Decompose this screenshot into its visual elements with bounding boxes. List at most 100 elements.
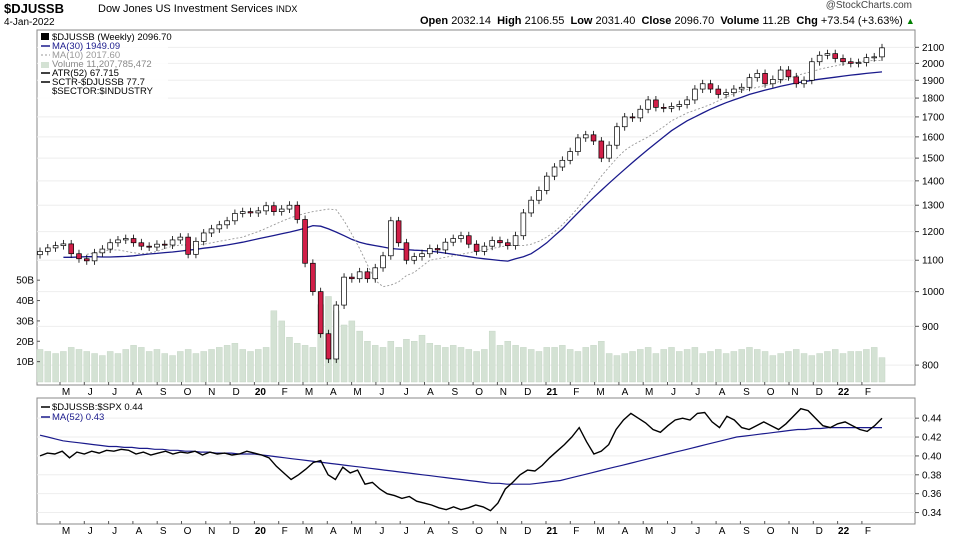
candle [466,231,472,249]
ratio-line [39,407,883,512]
volume-bar [527,349,535,383]
x-tick-label: 20 [255,526,267,537]
candle [333,301,340,363]
candle [824,49,831,60]
candle-body [154,243,160,248]
ratio-x-axis: M J J A S O N D 20 F M A M J J A S O N D 21 F M A M J J A S O N D 22 F [59,521,871,537]
candle-body [582,134,589,139]
x-tick-label: M [645,387,653,398]
volume-bar [722,353,730,383]
candle [840,54,846,66]
x-tick-label: J [88,526,93,537]
watermark: @StockCharts.com [825,0,912,11]
candle-body [403,242,410,261]
candle [302,215,308,268]
x-tick-label: O [184,387,192,398]
candle-body [419,253,425,258]
volume-bar [590,345,597,383]
volume-bar [863,349,870,383]
candle [263,201,269,215]
volume-bar [793,349,800,383]
price-tick-label: 1900 [922,76,945,87]
volume-bar [106,351,114,383]
legend-sctr: SCTR-$DJUSSB 77.7 [52,77,145,88]
ratio-tick-label: 0.38 [922,470,942,481]
candle-body [543,175,550,191]
candle [707,79,714,94]
price-tick-label: 2100 [922,43,945,54]
candle [45,243,51,256]
volume-bar [777,353,784,383]
candle-body [146,245,152,248]
x-tick-label: S [160,526,167,537]
x-tick-label: O [475,387,483,398]
volume-axis: 10B 20B 30B 40B 50B [16,276,40,368]
candle [676,100,683,111]
candle-body [271,205,277,212]
candle-body [824,53,831,56]
candle [115,236,121,247]
candle-body [37,251,43,256]
candle-body [325,333,332,360]
legend-atr: ATR(52) 67.715 [52,68,119,79]
candle-body [434,248,441,251]
candle-body [707,83,714,90]
volume-bar [169,355,176,383]
candle-body [84,258,90,262]
candle-body [567,151,573,161]
candle-body [489,240,495,247]
volume-bar [637,349,644,383]
x-tick-label: A [330,387,337,398]
volume-bar [730,351,738,383]
candle [138,238,145,251]
x-tick-label: M [353,526,361,537]
candle-body [551,166,558,177]
candle [575,133,581,156]
volume-bar [138,347,145,383]
candle-body [255,210,262,214]
volume-bar [262,347,270,383]
legend-sector: $SECTOR:$INDUSTRY [52,86,154,97]
candle-body [427,248,433,255]
candle [606,141,612,163]
candle [294,201,301,224]
candle [76,249,82,263]
volume-tick-label: 40B [16,296,34,307]
candle-body [879,47,885,58]
ratio-tick-label: 0.34 [922,508,942,519]
up-arrow-icon: ▲ [905,16,915,26]
x-tick-label: S [451,387,458,398]
candle-body [216,224,223,230]
candle [247,207,254,217]
x-tick-label: A [622,387,629,398]
candle-body [232,213,238,222]
x-tick-label: N [500,526,507,537]
volume-bar [488,330,496,383]
candle-body [138,242,145,247]
volume-bar [613,355,621,383]
x-tick-label: N [500,387,507,398]
candle-body [809,61,815,81]
candle-body [193,240,199,255]
volume-bar [411,341,418,383]
candle-body [871,56,877,59]
volume-bar [75,349,83,383]
legend-ratio: $DJUSSB:$SPX 0.44 [52,402,143,413]
ma52-line [39,427,882,485]
candle-body [247,211,254,214]
candle [411,252,417,265]
candle-body [442,241,449,251]
candle [91,248,98,265]
price-tick-label: 1700 [922,112,945,123]
x-tick-label: F [282,387,288,398]
volume-bar [746,347,753,383]
candle-body [356,271,363,280]
x-tick-label: A [136,387,143,398]
candle [637,105,644,122]
candle-body [777,69,784,80]
volume-bar [574,351,582,383]
volume-bar [644,347,652,383]
volume-bar [598,341,605,383]
chg-label: Chg [796,15,818,27]
